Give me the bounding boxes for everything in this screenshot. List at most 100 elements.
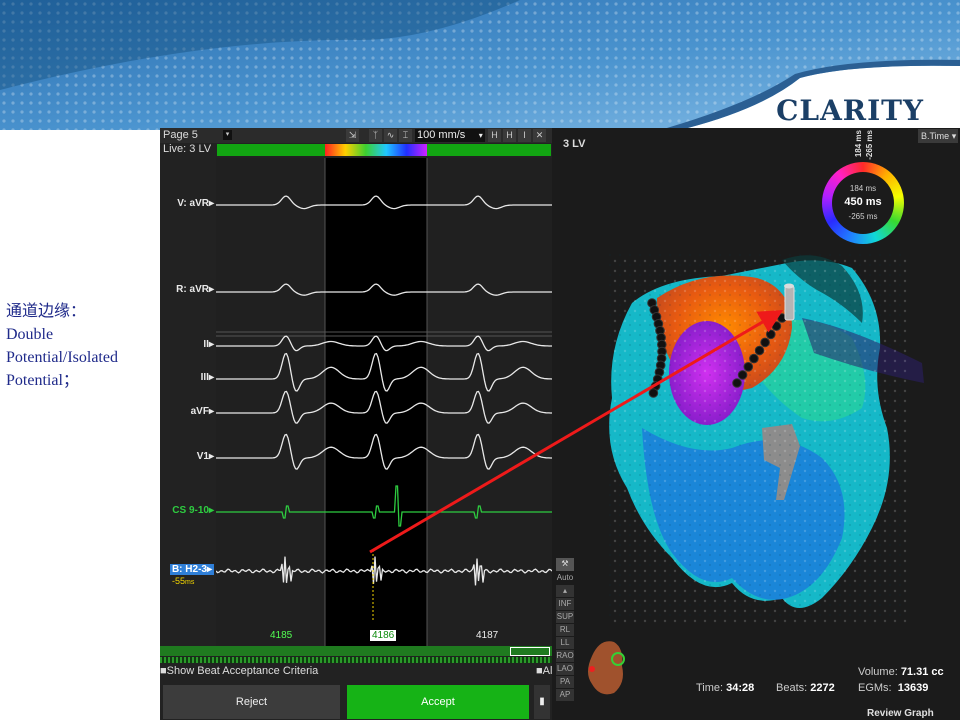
lv-3d-map[interactable] [552,128,960,720]
beat-number-selected[interactable]: 4186 [370,630,397,641]
view-button[interactable]: RL [556,624,574,636]
reject-button[interactable]: Reject [163,685,340,719]
view-button[interactable]: RAO [556,650,574,662]
color-ring-center [832,172,894,234]
volume-value: 71.31 cc [900,666,944,678]
map-delay-value: -55 [172,576,186,586]
live-window-bar[interactable] [217,144,551,156]
beats-readout: Beats: 2272 [776,682,835,694]
egm-toolbar: Page 5 ▾ ⇲ ᛉ ∿ ⌶ 100 mm/s ▾ H H I ✕ [160,128,552,143]
beats-label: Beats: [776,682,808,694]
channel-label-map[interactable]: B: H2-3▸ [169,564,214,575]
view-button[interactable]: LAO [556,663,574,675]
channel-label-text: B: H2-3 [171,564,207,575]
volume-label: Volume: [858,666,898,678]
beat-numbers: 4185 4186 4187 [160,630,552,644]
chevron-down-icon: ▾ [478,131,485,140]
slide-note: 通道边缘： Double Potential/Isolated Potentia… [6,300,156,392]
note-line: Potential/Isolated [6,349,118,366]
signal-icon[interactable]: ∿ [384,129,397,142]
view-button[interactable]: LL [556,637,574,649]
egms-readout: EGMs: 13639 [858,682,928,694]
egms-label: EGMs: [858,682,892,694]
note-line: Potential； [6,372,79,389]
cross-marker-icon[interactable]: ✕ [533,129,546,142]
view-expand-icon[interactable]: ▴ [556,585,574,597]
channel-labels: V: aVR▸ R: aVR▸ II▸ III▸ aVF▸ V1▸ CS 9-1… [160,158,216,646]
channel-label-text: aVF [190,406,209,417]
time-readout: Time: 34:28 [696,682,754,694]
ablation-dot [760,337,770,348]
view-button[interactable]: PA [556,676,574,688]
show-beat-criteria-checkbox[interactable]: ■Show Beat Acceptance Criteria [160,665,319,677]
brand-logo: CLARITY [776,94,924,127]
channel-label-ii[interactable]: II▸ [203,339,214,350]
ablation-dot [732,378,742,388]
caliper-icon[interactable]: ⇲ [346,129,359,142]
map-title: 3 LV [563,138,586,150]
ring-top-value: 184 ms [849,184,877,193]
channel-label-text: R: aVR [176,284,209,295]
channel-label-text: V1 [196,451,209,462]
trash-icon[interactable]: ▮ [534,685,550,719]
channel-label-ravr[interactable]: R: aVR▸ [176,284,214,295]
channel-label-text: CS 9-10 [172,505,209,516]
beat-select-icon[interactable]: ᛉ [369,129,382,142]
pin-tool-icon[interactable]: ⚒ [556,558,574,571]
page-dropdown[interactable]: ▾ [223,130,232,140]
view-button-auto[interactable]: Auto [556,573,574,582]
ablation-dot [766,329,776,340]
view-buttons: ⚒ Auto ▴ INF SUP RL LL RAO LAO PA AP [556,558,574,702]
timeline-selection[interactable] [510,647,550,656]
ablation-dot [737,370,748,380]
review-graph-button[interactable]: Review Graph [867,708,934,719]
all-label: All [542,665,555,677]
display-mode-value: B.Time [921,131,950,141]
egms-value: 13639 [897,682,929,694]
channel-label-vavr[interactable]: V: aVR▸ [177,198,214,209]
beat-number[interactable]: 4185 [270,630,293,641]
mini-heart-orientation[interactable] [588,641,625,695]
map-panel: 3 LV B.Time ▾ 184 ms -265 ms 184 ms 450 … [552,128,960,720]
slide-banner [0,0,960,130]
live-window-rainbow [325,144,427,156]
catheter-tip [784,285,795,321]
ablation-dot [771,321,782,331]
accept-button[interactable]: Accept [347,685,529,719]
ring-center-value: 450 ms [844,196,882,208]
channel-label-avf[interactable]: aVF▸ [190,406,214,417]
view-button[interactable]: INF [556,598,574,610]
channel-label-text: V: aVR [177,198,209,209]
view-button[interactable]: SUP [556,611,574,623]
chevron-down-icon: ▾ [951,131,957,141]
ablation-dot [743,362,754,372]
channel-label-v1[interactable]: V1▸ [196,451,214,462]
note-line: Double [6,326,54,343]
map-delay: -55ms [172,576,194,586]
i-marker-icon[interactable]: I [518,129,531,142]
egm-trace-area[interactable] [216,158,552,648]
map-delay-unit: ms [185,579,195,586]
display-mode-select[interactable]: B.Time ▾ [918,129,958,143]
page-label: Page 5 [163,129,198,141]
activation-color-ring[interactable]: 184 ms 450 ms -265 ms [822,162,904,244]
ablation-dot [648,388,659,398]
beats-value: 2272 [810,682,835,694]
trace-ravr [216,283,552,296]
channel-label-text: III [200,372,209,383]
sweep-speed-select[interactable]: 100 mm/s ▾ [415,129,485,142]
channel-label-iii[interactable]: III▸ [200,372,214,383]
all-checkbox[interactable]: ■All [536,665,555,677]
volume-readout: Volume: 71.31 cc [858,666,944,678]
beat-timeline[interactable] [160,646,552,656]
h-marker-icon-2[interactable]: H [503,129,516,142]
time-value: 34:28 [726,682,755,694]
view-button[interactable]: AP [556,689,574,701]
marker-icon[interactable]: ⌶ [399,129,412,142]
ring-bottom-value: -265 ms [848,212,878,221]
beat-number[interactable]: 4187 [476,630,499,641]
time-label: Time: [696,682,724,694]
h-marker-icon[interactable]: H [488,129,501,142]
beat-timeline-ticks[interactable] [160,657,552,663]
channel-label-cs[interactable]: CS 9-10▸ [172,505,214,516]
